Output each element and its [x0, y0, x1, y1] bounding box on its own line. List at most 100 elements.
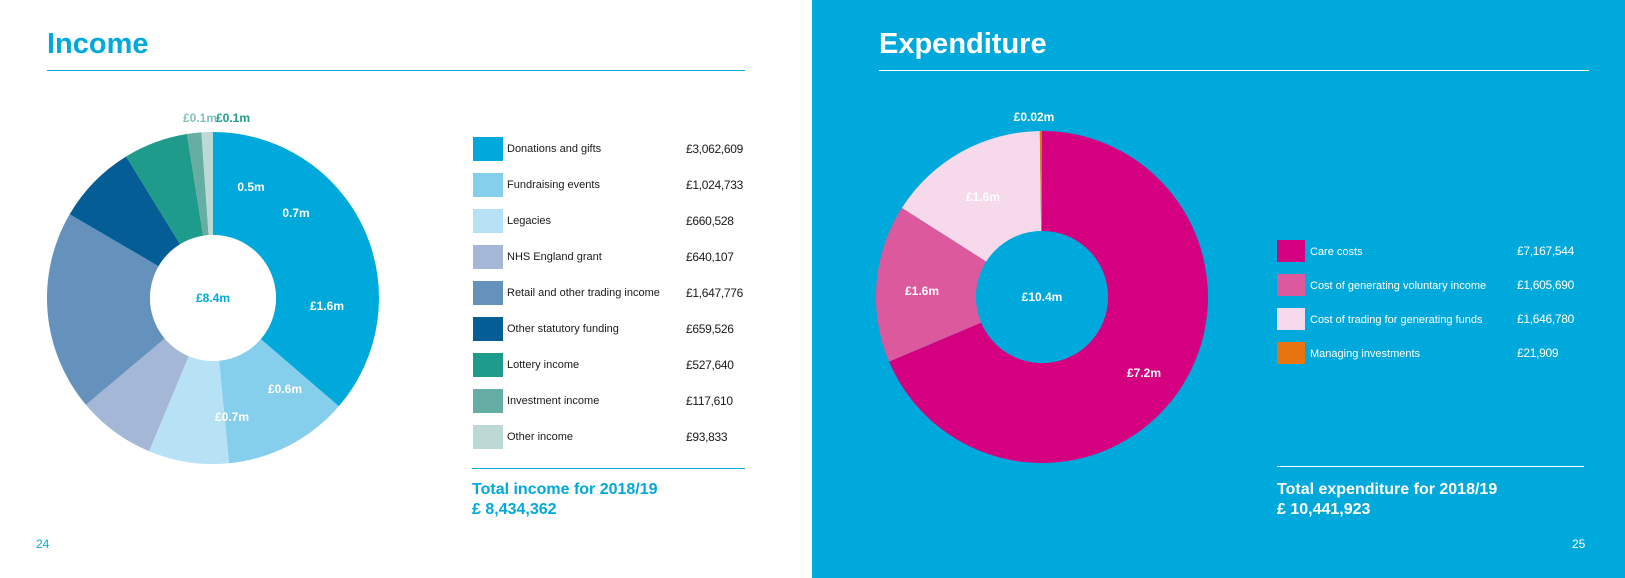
- income-legend-item-fundraising-events: Fundraising events £1,024,733: [473, 173, 753, 199]
- slice-managing-investments: [1039, 131, 1042, 232]
- slice-label-nhs-england-grant: £0.6m: [268, 382, 302, 396]
- income-heading: Income: [47, 28, 149, 60]
- expenditure-legend-item-cost-of-generating-voluntary-income: Cost of generating voluntary income £1,60…: [1277, 274, 1587, 300]
- legend-label: Cost of trading for generating funds: [1310, 314, 1483, 326]
- legend-label: Care costs: [1310, 246, 1363, 258]
- slice-label-care-costs: £7.2m: [1127, 366, 1161, 380]
- donut-center-total: £10.4m: [1022, 290, 1063, 304]
- legend-swatch: [473, 245, 503, 269]
- expenditure-total-label: Total expenditure for 2018/19: [1277, 481, 1498, 498]
- slice-investment-income: [186, 132, 209, 236]
- legend-value: £527,640: [686, 358, 734, 372]
- slice-retail-and-other-trading-income: [46, 214, 165, 405]
- income-total-value: £ 8,434,362: [472, 501, 557, 518]
- legend-swatch: [473, 317, 503, 341]
- legend-label: NHS England grant: [507, 251, 602, 263]
- slice-other-income: [201, 132, 213, 236]
- income-heading-rule: [47, 70, 745, 71]
- legend-swatch: [473, 389, 503, 413]
- legend-value: £1,605,690: [1517, 278, 1575, 292]
- slice-legacies: [149, 356, 230, 464]
- legend-label: Other statutory funding: [507, 323, 619, 335]
- expenditure-legend-item-care-costs: Care costs £7,167,544: [1277, 240, 1587, 266]
- income-total: Total income for 2018/19 £ 8,434,362: [472, 480, 658, 520]
- slice-label-legacies: £0.7m: [215, 410, 249, 424]
- income-legend-item-other-statutory-funding: Other statutory funding £659,526: [473, 317, 753, 343]
- slice-cost-of-generating-voluntary-income: [876, 207, 987, 362]
- legend-label: Managing investments: [1310, 348, 1421, 360]
- slice-label-other-statutory-funding: 0.7m: [282, 206, 309, 220]
- page-number-right: 25: [1572, 537, 1586, 551]
- slice-care-costs: [889, 131, 1208, 463]
- legend-value: £3,062,609: [686, 142, 744, 156]
- legend-label: Investment income: [507, 395, 600, 407]
- legend-value: £93,833: [686, 430, 728, 444]
- legend-value: £21,909: [1517, 346, 1559, 360]
- donut-hole: [976, 231, 1108, 363]
- legend-label: Cost of generating voluntary income: [1310, 280, 1487, 292]
- legend-swatch: [1277, 240, 1305, 262]
- income-total-rule: [472, 468, 745, 469]
- expenditure-heading-rule: [879, 70, 1589, 71]
- income-legend: Donations and gifts £3,062,609 Fundraising…: [473, 137, 753, 461]
- legend-swatch: [1277, 308, 1305, 330]
- slice-cost-of-trading-for-generating-funds: [901, 131, 1042, 262]
- slice-label-other-income: £0.1m: [183, 111, 217, 125]
- income-legend-item-donations-and-gifts: Donations and gifts £3,062,609: [473, 137, 753, 163]
- legend-swatch: [473, 137, 503, 161]
- expenditure-heading: Expenditure: [879, 28, 1047, 60]
- legend-value: £1,646,780: [1517, 312, 1575, 326]
- legend-swatch: [473, 209, 503, 233]
- income-legend-item-nhs-england-grant: NHS England grant £640,107: [473, 245, 753, 271]
- income-total-label: Total income for 2018/19: [472, 481, 658, 498]
- income-legend-item-retail-and-other-trading-income: Retail and other trading income £1,647,77…: [473, 281, 753, 307]
- legend-swatch: [1277, 342, 1305, 364]
- legend-value: £640,107: [686, 250, 734, 264]
- legend-label: Lottery income: [507, 359, 580, 371]
- expenditure-legend: Care costs £7,167,544 Cost of generating v…: [1277, 240, 1587, 370]
- legend-label: Fundraising events: [507, 179, 600, 191]
- legend-swatch: [473, 353, 503, 377]
- legend-value: £7,167,544: [1517, 244, 1575, 258]
- legend-value: £1,647,776: [686, 286, 744, 300]
- slice-label-managing-investments: £0.02m: [1014, 110, 1055, 124]
- legend-value: £1,024,733: [686, 178, 744, 192]
- legend-swatch: [473, 281, 503, 305]
- income-legend-item-investment-income: Investment income £117,610: [473, 389, 753, 415]
- slice-label-lottery-income: 0.5m: [237, 180, 264, 194]
- legend-swatch: [1277, 274, 1305, 296]
- slice-fundraising-events: [219, 339, 339, 464]
- expenditure-legend-item-managing-investments: Managing investments £21,909: [1277, 342, 1587, 368]
- page-number-left: 24: [36, 537, 50, 551]
- slice-nhs-england-grant: [85, 338, 189, 452]
- income-legend-item-legacies: Legacies £660,528: [473, 209, 753, 235]
- income-page: Income £3.1m£1m£0.7m£0.6m£1.6m0.7m0.5m£0…: [0, 0, 812, 578]
- donut-hole: [150, 235, 276, 361]
- expenditure-page: Expenditure £7.2m £1.6m £1.6m £0.02m £10.4m …: [812, 0, 1625, 578]
- expenditure-legend-item-cost-of-trading-for-generating-funds: Cost of trading for generating funds £1,6…: [1277, 308, 1587, 334]
- slice-label-investment-income: £0.1m: [216, 111, 250, 125]
- income-donut-chart: £3.1m£1m£0.7m£0.6m£1.6m0.7m0.5m£0.1m£0.1…: [46, 111, 379, 464]
- income-legend-item-lottery-income: Lottery income £527,640: [473, 353, 753, 379]
- legend-label: Other income: [507, 431, 574, 443]
- legend-swatch: [473, 425, 503, 449]
- legend-value: £659,526: [686, 322, 734, 336]
- slice-label-cost-of-generating-voluntary-income: £1.6m: [905, 284, 939, 298]
- expenditure-total-value: £ 10,441,923: [1277, 501, 1371, 518]
- legend-label: Retail and other trading income: [507, 287, 660, 299]
- slice-label-retail-and-other-trading-income: £1.6m: [310, 299, 344, 313]
- legend-label: Legacies: [507, 215, 552, 227]
- expenditure-total-rule: [1277, 466, 1584, 467]
- income-legend-item-other-income: Other income £93,833: [473, 425, 753, 451]
- legend-value: £117,610: [686, 394, 733, 408]
- slice-label-cost-of-trading-for-generating-funds: £1.6m: [966, 190, 1000, 204]
- expenditure-total: Total expenditure for 2018/19 £ 10,441,9…: [1277, 480, 1497, 520]
- slice-other-statutory-funding: [69, 156, 181, 267]
- slice-donations-and-gifts: [213, 132, 379, 407]
- legend-label: Donations and gifts: [507, 143, 602, 155]
- expenditure-donut-chart: £7.2m £1.6m £1.6m £0.02m £10.4m: [876, 110, 1208, 463]
- slice-lottery-income: [126, 134, 204, 245]
- legend-value: £660,528: [686, 214, 734, 228]
- legend-swatch: [473, 173, 503, 197]
- donut-center-total: £8.4m: [196, 291, 230, 305]
